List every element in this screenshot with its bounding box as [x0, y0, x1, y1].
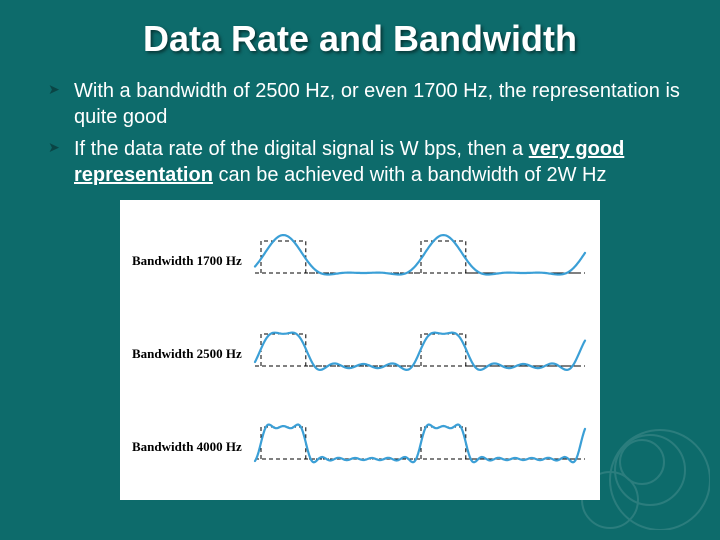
wave-row: Bandwidth 4000 Hz	[132, 403, 588, 491]
wave-label: Bandwidth 2500 Hz	[132, 346, 252, 362]
wave-label: Bandwidth 1700 Hz	[132, 253, 252, 269]
bullet-text-post: can be achieved with a bandwidth of 2W H…	[213, 164, 607, 186]
wave-chart-2500	[252, 310, 588, 398]
bullet-text: With a bandwidth of 2500 Hz, or even 170…	[74, 80, 680, 128]
bullet-text-pre: If the data rate of the digital signal i…	[74, 138, 529, 160]
bullet-item: With a bandwidth of 2500 Hz, or even 170…	[48, 78, 680, 130]
wave-label: Bandwidth 4000 Hz	[132, 439, 252, 455]
page-title: Data Rate and Bandwidth	[40, 18, 680, 60]
wave-row: Bandwidth 1700 Hz	[132, 217, 588, 305]
wave-row: Bandwidth 2500 Hz	[132, 310, 588, 398]
wave-chart-1700	[252, 217, 588, 305]
bullet-list: With a bandwidth of 2500 Hz, or even 170…	[40, 78, 680, 188]
bandwidth-figure: Bandwidth 1700 Hz Bandwidth 2500 Hz Band…	[120, 200, 600, 500]
bullet-item: If the data rate of the digital signal i…	[48, 136, 680, 188]
wave-chart-4000	[252, 403, 588, 491]
